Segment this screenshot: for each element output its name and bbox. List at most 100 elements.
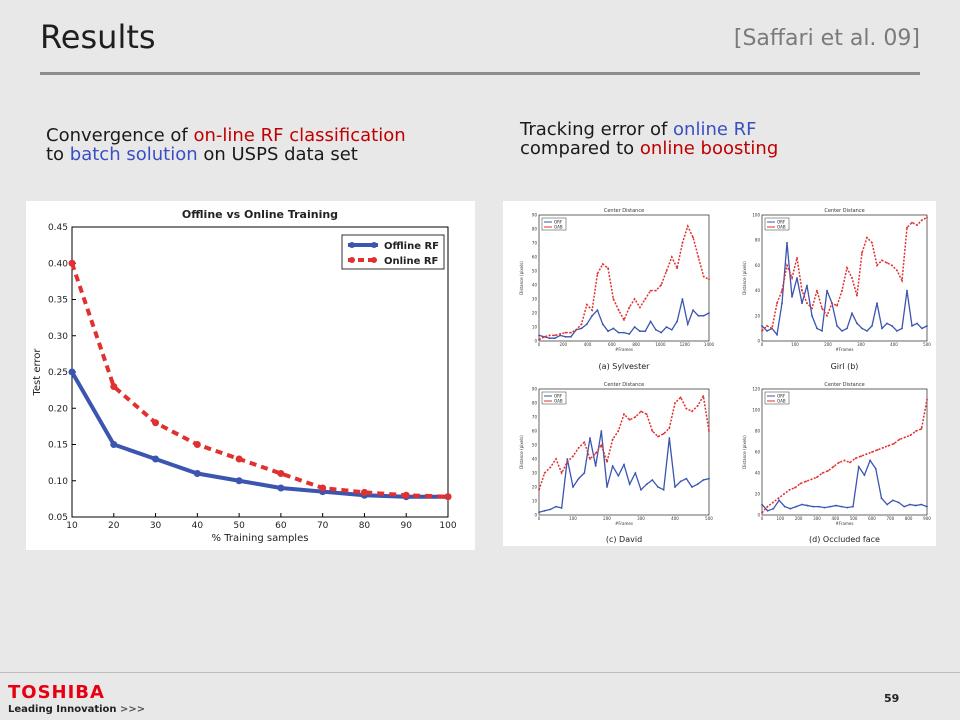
panel-3-legend-label: OAB — [554, 399, 563, 404]
panel-2-orf-point — [906, 289, 908, 292]
panel-2-oab-point — [776, 302, 778, 305]
panel-1-orf-point — [670, 328, 673, 331]
offline-online-chart: Offline vs Online Training 0.05 0.10 0.15 0.… — [32, 208, 457, 544]
panel-2-orf-point — [806, 284, 808, 287]
panel-3-oab-point — [657, 435, 659, 438]
panel-3-orf-point — [600, 430, 603, 432]
offline-rf-point — [277, 484, 285, 492]
panel-3-oab-point — [685, 407, 688, 410]
panel-4-orf-point — [869, 459, 872, 462]
panel-1-title: Center Distance — [604, 208, 644, 214]
plot-frame — [71, 226, 449, 518]
panel-3-y-tick-label: 20 — [532, 485, 538, 490]
panel-3-orf-point — [691, 486, 693, 488]
panel-3-orf-point — [623, 463, 625, 466]
panel-4-x-tick-label: 300 — [813, 516, 821, 521]
panel-2-orf-point — [791, 296, 793, 298]
panel-4-orf-line — [761, 459, 928, 512]
panel-1-orf-point — [548, 337, 551, 340]
panel-4-oab-point — [887, 444, 890, 447]
right-caption-part1: Tracking error of — [520, 119, 674, 140]
panel-2-oab-point — [801, 289, 803, 292]
offline-online-chart-panel: Offline vs Online Training 0.05 0.10 0.15 0.… — [26, 201, 475, 550]
online-rf-point — [110, 383, 118, 390]
online-rf-point — [235, 455, 243, 463]
panel-1-orf-point — [697, 314, 700, 317]
panel-1-orf-point — [654, 328, 657, 331]
panel-2-orf-line — [761, 242, 928, 337]
logo-tagline-text: Leading Innovation — [8, 704, 117, 715]
y-tick-label: 0.30 — [48, 332, 68, 342]
panel-4-y-tick-label: 120 — [752, 387, 760, 392]
panel-2-y-tick-label: 100 — [752, 213, 760, 218]
panel-3-orf-point — [549, 508, 552, 511]
panel-4-y-axis-label: Distance (pixels) — [742, 435, 747, 469]
panel-1-x-axis-label: #Frames — [615, 347, 633, 352]
panel-2-orf-point — [846, 327, 848, 330]
panel-3-oab-point — [560, 472, 563, 474]
panel-2-orf-point — [816, 327, 818, 330]
panel-4-oab-point — [854, 457, 857, 460]
online-rf-point — [193, 441, 201, 448]
x-tick-label: 90 — [400, 521, 412, 531]
panel-3-y-tick-label: 40 — [532, 457, 538, 462]
panel-4-y-tick-label: 80 — [755, 429, 761, 434]
y-tick-label: 0.20 — [48, 404, 68, 414]
panel-1-orf-point — [559, 334, 562, 337]
panel-2-orf-point — [901, 327, 903, 330]
y-tick-label: 0.05 — [48, 513, 68, 523]
panel-3-oab-point — [543, 472, 546, 474]
panel-1-oab-point — [612, 298, 615, 300]
panel-4-y-tick-label: 20 — [755, 492, 761, 497]
panel-1-orf-point — [628, 333, 631, 335]
panel-1-orf-point — [660, 331, 663, 334]
panel-1-oab-point — [692, 236, 694, 239]
panel-4-x-tick-label: 500 — [850, 516, 858, 521]
panel-1-orf-point — [623, 331, 625, 334]
panel-2-oab-point — [856, 294, 858, 297]
panel-1-orf-point — [564, 335, 567, 338]
panel-3-oab-point — [702, 395, 705, 397]
panel-1-oab-point — [617, 309, 620, 312]
x-axis-label: % Training samples — [212, 533, 309, 544]
panel-3-orf-point — [668, 437, 671, 439]
panel-1-legend-label: ORF — [554, 220, 563, 225]
panel-4-x-tick-label: 900 — [923, 516, 931, 521]
panel-1-y-tick-label: 70 — [532, 241, 538, 246]
panel-1-orf-point — [617, 331, 620, 334]
panel-4-orf-point — [886, 503, 889, 506]
offline-rf-point — [68, 368, 76, 376]
panel-3-oab-point — [696, 404, 699, 407]
panel-1-orf-point — [644, 330, 647, 333]
panel-3-oab-point — [549, 466, 552, 469]
panel-4-oab-point — [882, 446, 884, 449]
page-number: 59 — [884, 692, 900, 705]
panel-1-oab-point — [585, 303, 588, 306]
online-rf-point — [402, 491, 410, 499]
panel-1-orf-point — [585, 323, 588, 326]
panel-3-orf-point — [572, 486, 574, 488]
panel-2-orf-point — [766, 330, 768, 332]
panel-2-oab-point — [886, 261, 888, 264]
panel-2-oab-line — [761, 216, 928, 332]
panel-3-oab-point — [566, 460, 569, 463]
panel-1-oab-point — [644, 298, 647, 300]
panel-4-orf-point — [829, 505, 832, 508]
panel-2-oab-point — [841, 289, 843, 292]
panel-1-orf-point — [554, 337, 556, 340]
x-tick-label: 100 — [439, 521, 456, 531]
online-rf-point — [277, 470, 285, 477]
logo-tagline: Leading Innovation >>> — [8, 704, 145, 715]
panel-3-frame — [538, 388, 710, 516]
panel-2-orf-point — [761, 324, 763, 327]
panel-2-orf-point — [861, 327, 863, 330]
right-caption: Tracking error of online RF compared to … — [520, 120, 778, 158]
panel-2-caption: Girl (b) — [831, 362, 859, 371]
panel-1-orf-point — [612, 327, 615, 330]
panel-2-oab-point — [861, 251, 863, 254]
panel-2-x-tick-label: 200 — [824, 342, 832, 347]
panel-1-x-tick-label: 1400 — [704, 342, 715, 347]
panel-3-y-tick-label: 10 — [532, 499, 538, 504]
panel-1-oab-point — [697, 256, 700, 258]
panel-4-oab-point — [788, 488, 791, 491]
